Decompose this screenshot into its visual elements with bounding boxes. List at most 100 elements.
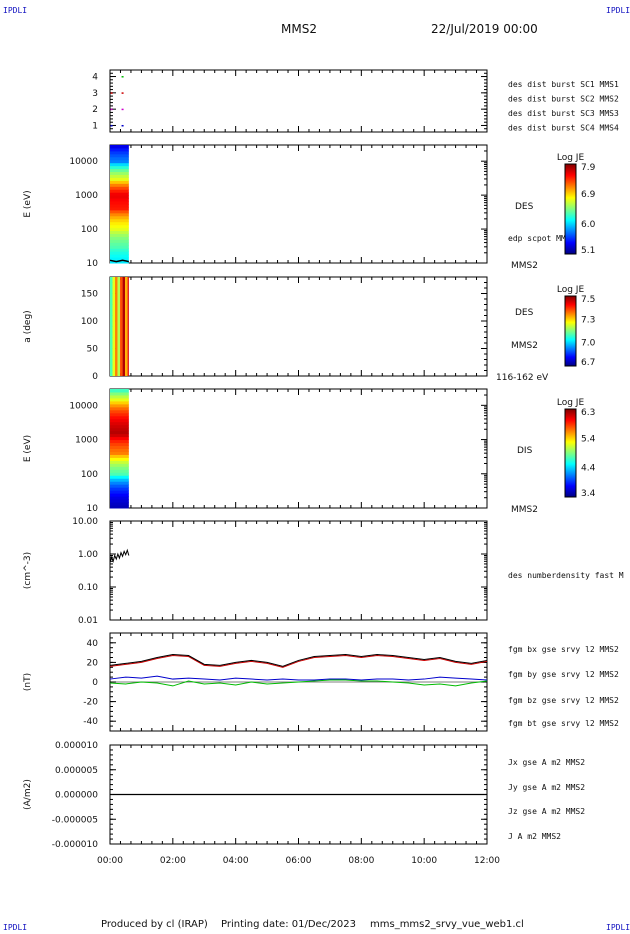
spectrogram-cell — [110, 153, 129, 158]
spectrogram-cell — [110, 248, 129, 252]
colorbar-tick-label: 4.4 — [581, 464, 596, 474]
legend-entry: des dist burst SC2 MMS2 — [508, 95, 619, 104]
spectrogram-cell — [110, 204, 129, 208]
corner-tag-br: IPDLI — [606, 923, 630, 932]
y-axis-label: (nT) — [23, 673, 33, 691]
spectrogram-cell — [110, 206, 129, 211]
spectrogram-cell — [110, 394, 129, 399]
panel-frame — [109, 520, 488, 621]
spectrogram-cell — [110, 475, 129, 479]
spectrogram-cell — [110, 469, 129, 473]
y-tick-label: 3 — [92, 89, 98, 99]
y-tick-label: 0.01 — [78, 616, 98, 626]
y-axis-label: (A/m2) — [23, 779, 33, 810]
y-tick-label: 10000 — [69, 157, 98, 167]
spectrogram-cell — [110, 257, 129, 261]
y-tick-label: 0.10 — [78, 583, 98, 593]
spectrogram-cell — [110, 487, 129, 491]
spectrogram-cell — [110, 451, 129, 455]
energy-range-label: 116-162 eV — [496, 373, 549, 383]
spectrogram-cell — [110, 195, 129, 199]
y-tick-label: 0.000005 — [55, 766, 98, 776]
density-line — [109, 548, 130, 563]
spectrogram-cell — [110, 147, 129, 152]
spectrogram-cell — [110, 150, 129, 155]
y-tick-label: 100 — [81, 225, 98, 235]
spectrogram-cell — [110, 496, 129, 500]
legend-entry: Jx gse A m2 MMS2 — [508, 758, 585, 767]
spectrogram-cell — [110, 442, 129, 447]
spectrogram-cell — [110, 424, 129, 429]
colorbar-dis-energy — [564, 408, 577, 498]
colorbar-tick-label: 5.4 — [581, 434, 596, 444]
footer-filename: mms_mms2_srvy_vue_web1.cl — [370, 919, 524, 930]
y-tick-label: 0.000000 — [55, 791, 98, 801]
x-tick-label: 12:00 — [474, 856, 500, 866]
y-axis-label: E (eV) — [23, 190, 33, 217]
y-tick-label: 10000 — [69, 401, 98, 411]
spectrogram-cell — [110, 502, 129, 506]
y-tick-label: 0 — [92, 372, 98, 382]
panel-frame — [109, 276, 488, 377]
burst-point — [121, 108, 124, 111]
spectrogram-cell — [110, 448, 129, 452]
pitch-angle-column — [112, 277, 116, 376]
spectrogram-cell — [110, 436, 129, 441]
spectrogram-cell — [110, 236, 129, 240]
spectrogram-cell — [110, 145, 129, 149]
colorbar-tick-label: 6.0 — [581, 220, 596, 230]
legend-entry: Jy gse A m2 MMS2 — [508, 783, 585, 792]
field-line — [109, 675, 488, 681]
spectrogram-cell — [110, 230, 129, 234]
pitch-angle-column — [115, 277, 118, 376]
burst-point — [110, 92, 113, 94]
colorbar-tick-label: 3.4 — [581, 489, 596, 499]
y-tick-label: 40 — [87, 639, 99, 649]
legend-entry: fgm bx gse srvy l2 MMS2 — [508, 645, 619, 654]
spectrogram-cell — [110, 221, 129, 226]
spectrogram-cell — [110, 397, 129, 402]
pitch-angle-column — [125, 277, 128, 376]
side-label: edp scpot MMS2 — [508, 234, 576, 243]
pitch-angle-column — [110, 277, 113, 376]
spectrogram-cell — [110, 254, 129, 258]
spacecraft-label: MMS2 — [511, 341, 538, 351]
pitch-angle-column — [127, 277, 129, 376]
instrument-label: DES — [515, 202, 534, 212]
colorbar-tick-label: 5.1 — [581, 246, 595, 256]
spacecraft-title: MMS2 — [281, 22, 317, 36]
y-axis-label: E (eV) — [23, 435, 33, 462]
y-tick-label: -0.000010 — [52, 840, 98, 850]
legend-entry: fgm by gse srvy l2 MMS2 — [508, 670, 619, 679]
legend-entry: fgm bt gse srvy l2 MMS2 — [508, 719, 619, 728]
y-tick-label: 150 — [81, 290, 98, 300]
colorbar-tick-label: 6.3 — [581, 408, 595, 418]
pitch-angle-column — [117, 277, 121, 376]
y-tick-label: 0.000010 — [55, 741, 98, 751]
panel-frame — [109, 69, 488, 133]
spectrogram-cell — [110, 493, 129, 497]
legend-entry: des dist burst SC1 MMS1 — [508, 80, 619, 89]
field-line — [109, 679, 488, 687]
colorbar-des-pa — [564, 295, 577, 367]
spectrogram-cell — [110, 174, 129, 178]
spectrogram-cell — [110, 183, 129, 187]
y-tick-label: 1000 — [75, 436, 98, 446]
y-axis-label: (cm^-3) — [23, 552, 33, 589]
spectrogram-cell — [110, 251, 129, 255]
y-tick-label: -0.000005 — [52, 815, 98, 825]
spectrogram-cell — [110, 418, 129, 423]
y-tick-label: 1000 — [75, 191, 98, 201]
footer-printing-date: Printing date: 01/Dec/2023 — [221, 919, 357, 930]
spectrogram-cell — [110, 168, 129, 173]
colorbar-tick-label: 7.5 — [581, 295, 595, 305]
spectrogram-cell — [110, 499, 129, 503]
spectrogram-cell — [110, 412, 129, 417]
panel-frame — [109, 388, 488, 509]
y-tick-label: 10.00 — [72, 517, 98, 527]
date-title: 22/Jul/2019 00:00 — [431, 22, 538, 36]
x-tick-label: 02:00 — [160, 856, 186, 866]
spectrogram-cell — [110, 484, 129, 488]
spectrogram-cell — [110, 389, 129, 393]
